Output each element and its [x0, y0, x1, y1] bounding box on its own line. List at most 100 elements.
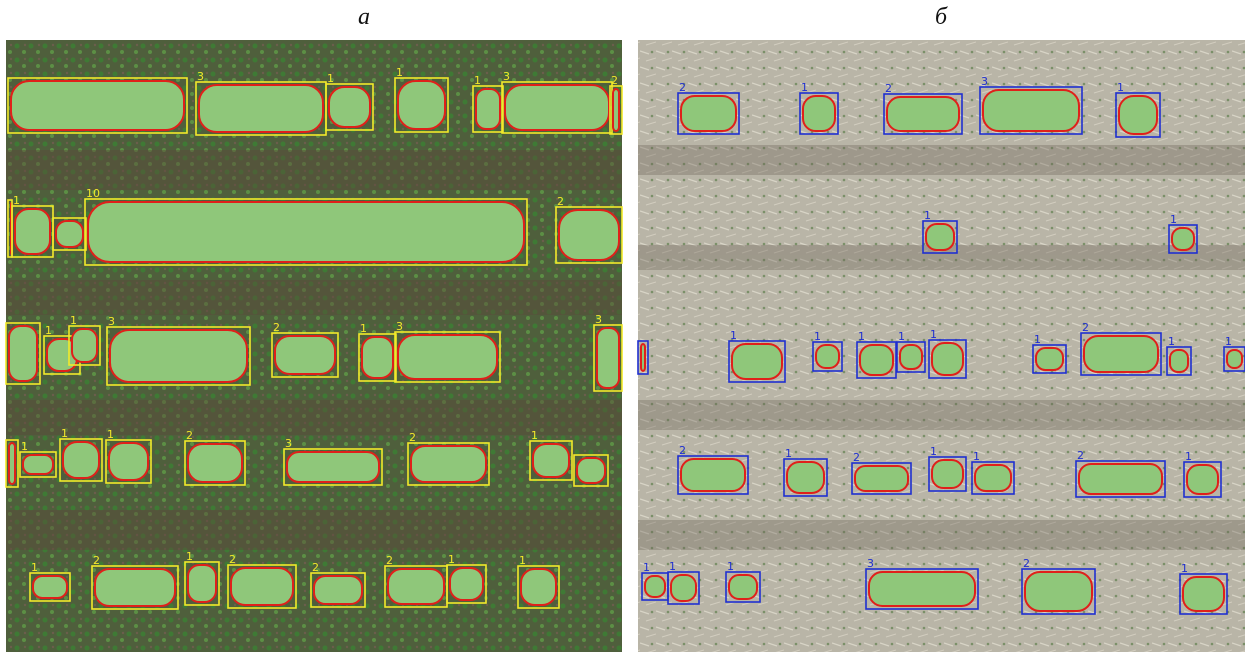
count-label: 1 [973, 450, 980, 463]
count-label: 1 [898, 330, 905, 343]
plant [932, 343, 963, 375]
count-label: 1 [474, 74, 481, 87]
plant [641, 344, 645, 371]
plant [398, 335, 497, 379]
plant [88, 202, 524, 262]
count-label: 2 [386, 554, 393, 567]
count-label: 1 [1170, 213, 1177, 226]
plant [1227, 350, 1242, 368]
plant [388, 569, 444, 604]
plant [887, 97, 959, 131]
plant [411, 446, 486, 482]
count-label: 1 [643, 561, 650, 574]
plant [1172, 228, 1194, 250]
count-label: 1 [360, 322, 367, 335]
count-label: 3 [867, 557, 874, 570]
plant [398, 81, 445, 129]
plant [109, 443, 148, 480]
plant [1119, 96, 1157, 134]
plant [681, 459, 745, 491]
plant [110, 330, 247, 382]
plant [613, 89, 619, 131]
count-label: 1 [1185, 450, 1192, 463]
plant [95, 569, 175, 606]
count-label: 1 [107, 428, 114, 441]
count-label: 1 [21, 440, 28, 453]
plant [1025, 572, 1092, 611]
plant [577, 458, 605, 483]
plant [671, 575, 696, 601]
plant [559, 210, 619, 260]
plant [362, 337, 393, 378]
count-label: 1 [31, 561, 38, 574]
count-label: 3 [197, 70, 204, 83]
plant [275, 336, 335, 374]
count-label: 1 [1117, 81, 1124, 94]
count-label: 2 [229, 553, 236, 566]
plant [869, 572, 975, 606]
plant [932, 460, 963, 488]
plant [1079, 464, 1162, 494]
plant [9, 326, 37, 381]
count-label: 1 [801, 81, 808, 94]
count-label: 3 [285, 437, 292, 450]
count-label: 1 [327, 72, 334, 85]
count-label: 1 [448, 553, 455, 566]
count-label: 1 [930, 445, 937, 458]
count-label: 2 [1023, 557, 1030, 570]
caption: б [935, 4, 948, 30]
count-label: 1 [70, 314, 77, 327]
page: а б 311132110211321331112321121222112123… [0, 0, 1245, 652]
count-label: 2 [557, 195, 564, 208]
plant [1183, 577, 1224, 611]
plant [1084, 336, 1158, 372]
count-label: 1 [814, 330, 821, 343]
count-label: 2 [186, 429, 193, 442]
caption: а [358, 4, 370, 30]
plant [188, 444, 242, 482]
count-label: 2 [853, 451, 860, 464]
count-label: 1 [186, 550, 193, 563]
count-label: 1 [785, 447, 792, 460]
plant [231, 568, 293, 605]
plant [729, 575, 757, 599]
plant [314, 576, 362, 604]
plant [23, 455, 53, 474]
count-label: 1 [1168, 335, 1175, 348]
count-label: 3 [108, 315, 115, 328]
plant [787, 462, 824, 493]
count-label: 3 [503, 70, 510, 83]
plant [681, 96, 736, 131]
plant [11, 81, 184, 130]
count-label: 1 [45, 324, 52, 337]
count-label: 1 [396, 66, 403, 79]
plant [860, 345, 893, 375]
count-label: 2 [1082, 321, 1089, 334]
plant [926, 224, 954, 250]
count-label: 3 [396, 320, 403, 333]
figure: а б 311132110211321331112321121222112123… [0, 0, 1245, 652]
count-label: 1 [13, 194, 20, 207]
plant [72, 329, 97, 362]
plant [33, 576, 67, 598]
plant [1170, 350, 1188, 372]
count-label: 2 [1077, 449, 1084, 462]
count-label: 1 [61, 427, 68, 440]
plant [450, 568, 483, 600]
count-label: 2 [93, 554, 100, 567]
count-label: 1 [1034, 333, 1041, 346]
count-label: 2 [885, 82, 892, 95]
count-label: 1 [1181, 562, 1188, 575]
count-label: 2 [273, 321, 280, 334]
plant [521, 569, 556, 605]
plant [597, 328, 619, 388]
plant [732, 344, 782, 379]
count-label: 3 [595, 313, 602, 326]
count-label: 1 [730, 329, 737, 342]
count-label: 1 [1225, 335, 1232, 348]
plant [199, 85, 323, 132]
count-label: 2 [611, 74, 618, 87]
count-label: 1 [924, 209, 931, 222]
plant [645, 576, 665, 597]
plant [975, 465, 1011, 491]
